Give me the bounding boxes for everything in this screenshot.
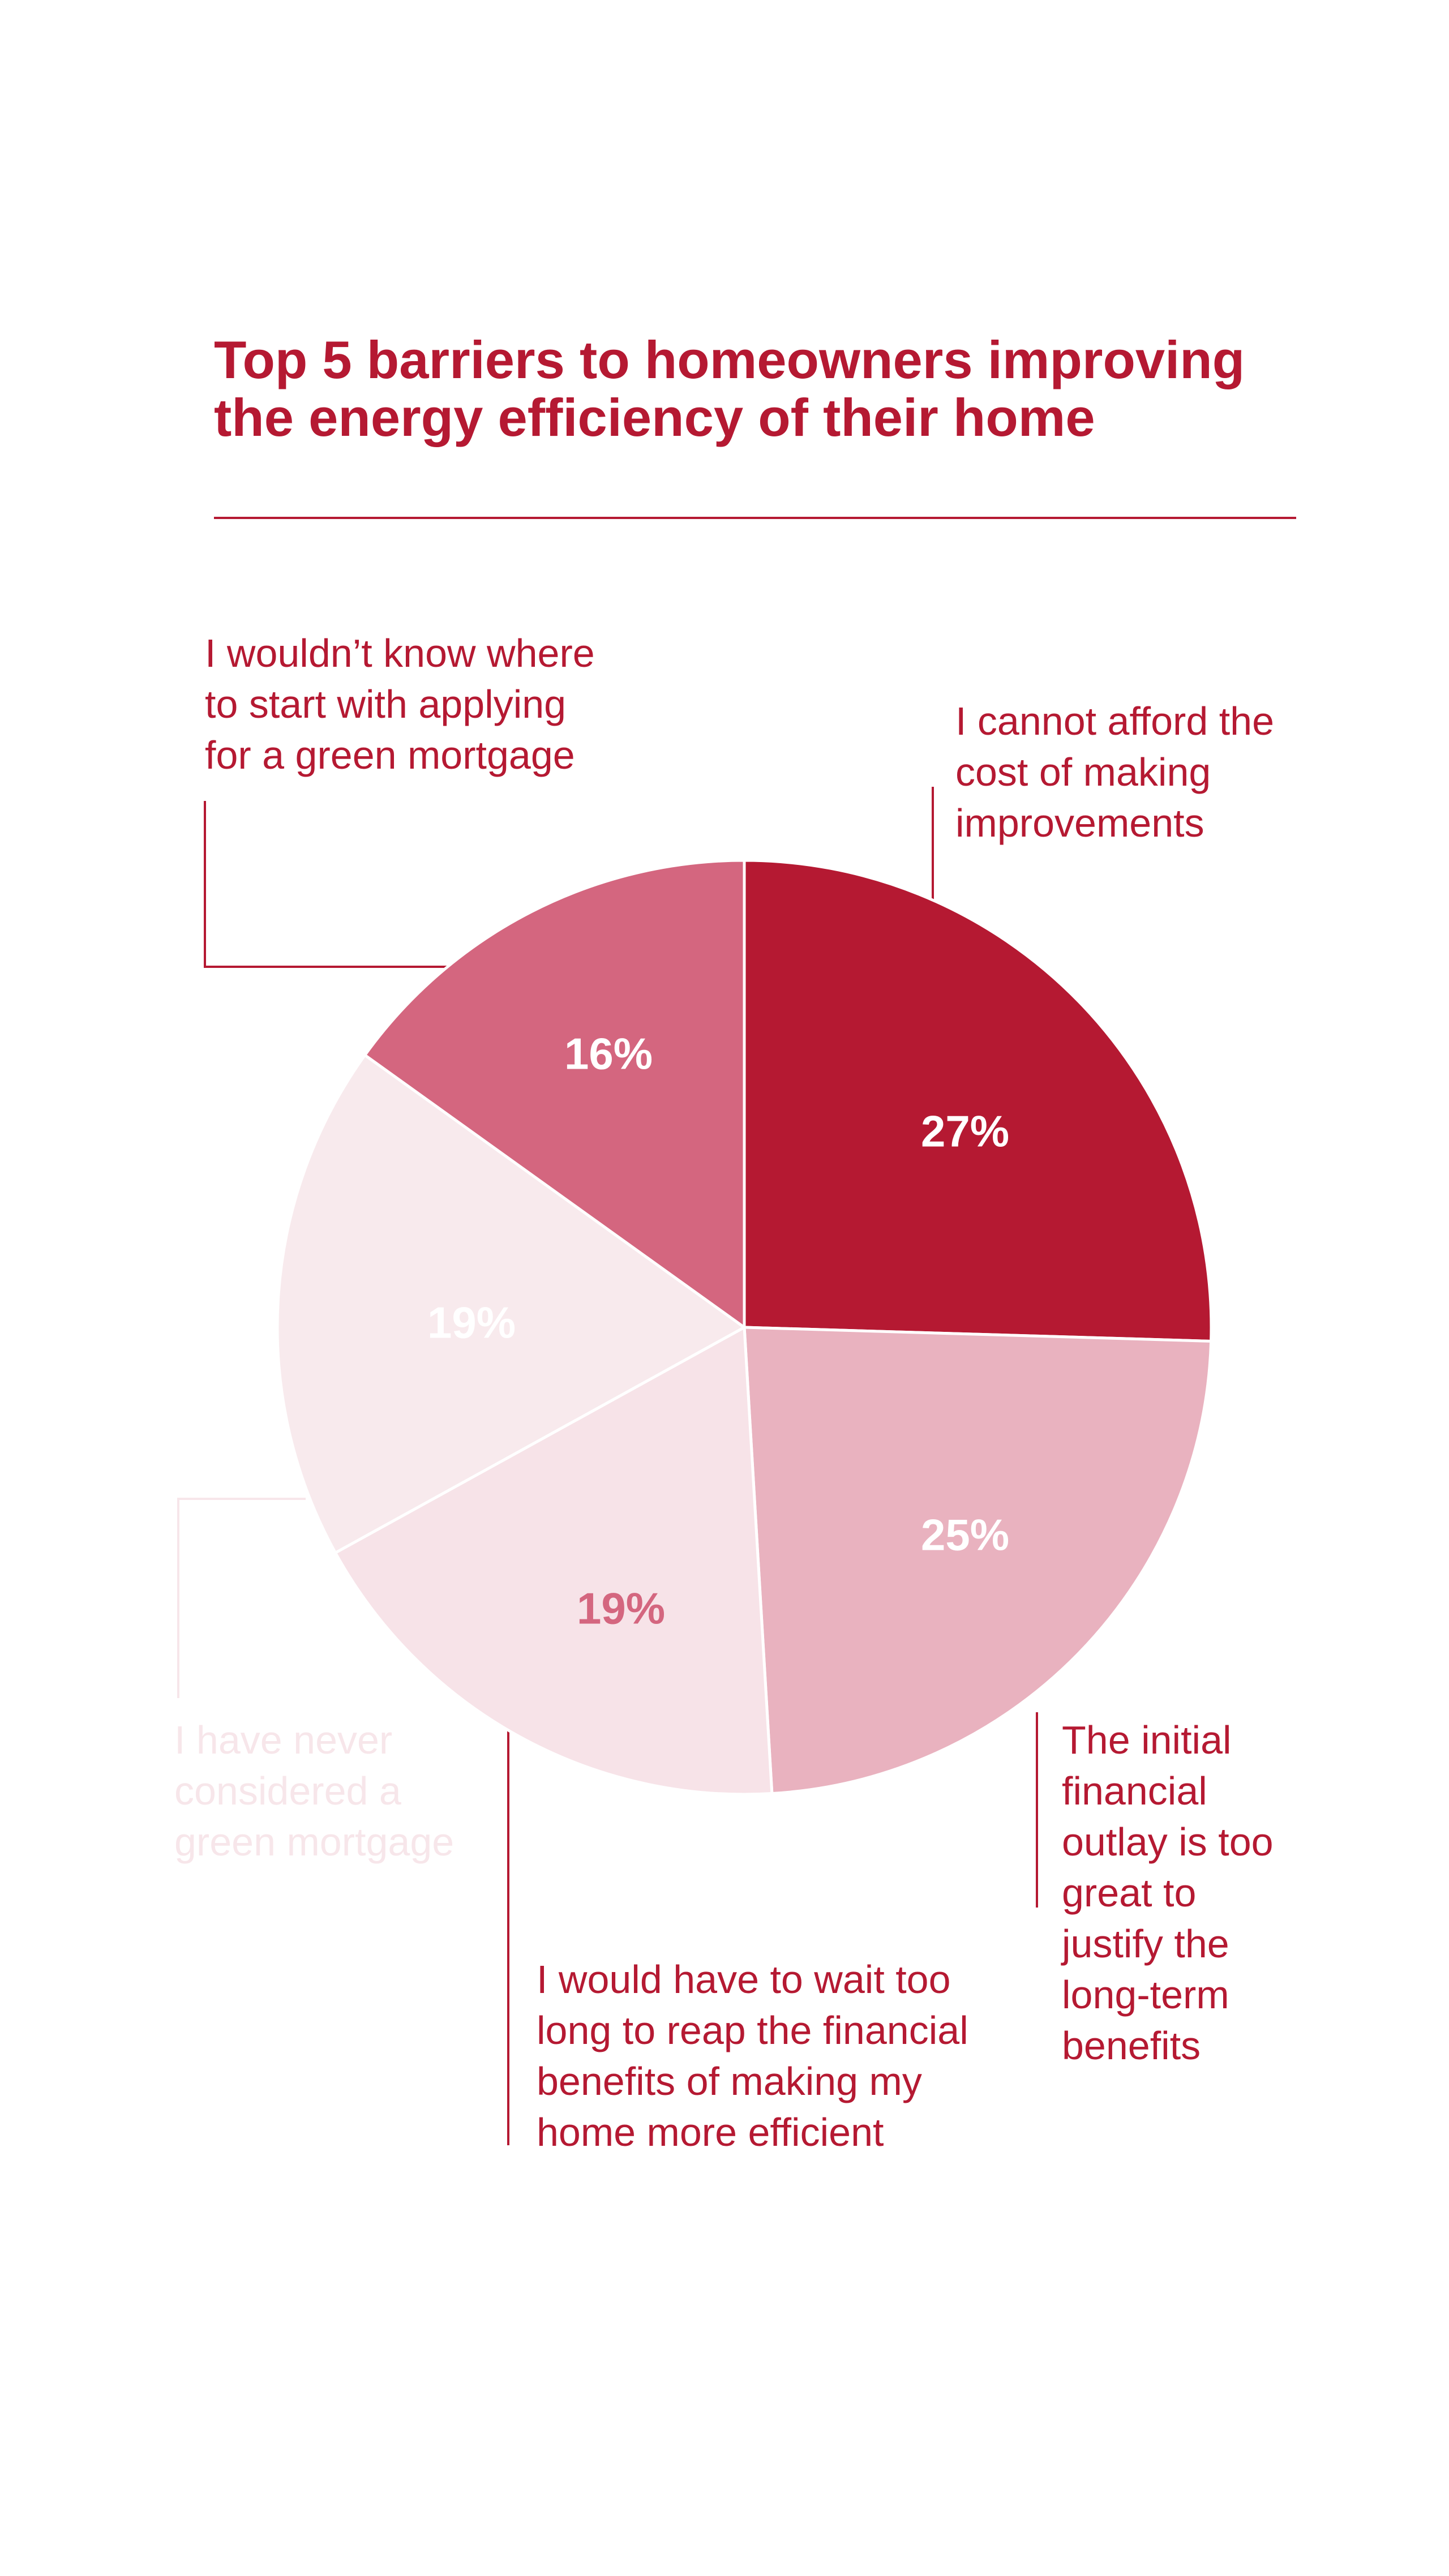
pie-value-labels: 27% 25% 19% 19% 16% bbox=[427, 1029, 1009, 1634]
pie-slice-dont-know-where bbox=[363, 859, 746, 1329]
pie-value-label-wait-too-long: 19% bbox=[577, 1584, 665, 1634]
chart-title-line-2: the energy efficiency of their home bbox=[214, 388, 1095, 447]
callout-never-considered: I have never considered a green mortgage bbox=[174, 1498, 454, 1864]
callout-cannot-afford: I cannot afford the cost of making improve… bbox=[932, 699, 1274, 906]
pie-slices bbox=[276, 859, 1213, 1796]
callout-leader-line bbox=[204, 801, 461, 968]
category-label-line: great to bbox=[1062, 1871, 1196, 1915]
category-label-line: to start with applying bbox=[205, 682, 566, 726]
category-label-line: improvements bbox=[955, 801, 1204, 845]
category-label-line: financial bbox=[1062, 1769, 1207, 1813]
pie-slice-initial-outlay bbox=[743, 1326, 1213, 1795]
pie-slice-wait-too-long bbox=[334, 1326, 774, 1796]
category-label-line: benefits bbox=[1062, 2024, 1201, 2068]
callout-wait-too-long: I would have to wait too long to reap the… bbox=[507, 1721, 968, 2154]
category-label-line: I wouldn’t know where bbox=[205, 631, 595, 675]
category-label-line: home more efficient bbox=[537, 2110, 884, 2154]
callout-leader-line bbox=[177, 1498, 306, 1698]
pie-callouts: I cannot afford the cost of making improve… bbox=[174, 631, 1274, 2154]
pie-value-label-initial-outlay: 25% bbox=[921, 1510, 1009, 1560]
pie-value-label-cannot-afford: 27% bbox=[921, 1107, 1009, 1156]
category-label-line: cost of making bbox=[955, 750, 1211, 794]
category-label-line: long-term bbox=[1062, 1973, 1229, 2017]
chart-title-line-1: Top 5 barriers to homeowners improving bbox=[214, 330, 1245, 389]
pie-chart: I cannot afford the cost of making improve… bbox=[174, 631, 1274, 2154]
category-label-line: considered a bbox=[174, 1769, 401, 1813]
category-label-line: green mortgage bbox=[174, 1820, 454, 1864]
category-label-line: I cannot afford the bbox=[955, 699, 1274, 743]
callout-initial-outlay: The initial financial outlay is too great t… bbox=[1036, 1712, 1274, 2068]
category-label-line: The initial bbox=[1062, 1718, 1232, 1762]
pie-value-label-dont-know-where: 16% bbox=[564, 1029, 653, 1079]
pie-slice-never-considered bbox=[276, 1053, 746, 1554]
category-label-line: benefits of making my bbox=[537, 2059, 922, 2103]
category-label-line: I have never bbox=[174, 1718, 392, 1762]
callout-dont-know-where: I wouldn’t know where to start with apply… bbox=[204, 631, 595, 968]
category-label-line: long to reap the financial bbox=[537, 2008, 968, 2052]
pie-value-label-never-considered: 19% bbox=[427, 1298, 516, 1348]
category-label-line: I would have to wait too bbox=[537, 1957, 951, 2001]
category-label-line: justify the bbox=[1061, 1922, 1229, 1966]
category-label-line: outlay is too bbox=[1062, 1820, 1274, 1864]
category-label-line: for a green mortgage bbox=[205, 733, 575, 777]
chart-title: Top 5 barriers to homeowners improving t… bbox=[214, 330, 1245, 447]
pie-slice-cannot-afford bbox=[743, 859, 1213, 1343]
